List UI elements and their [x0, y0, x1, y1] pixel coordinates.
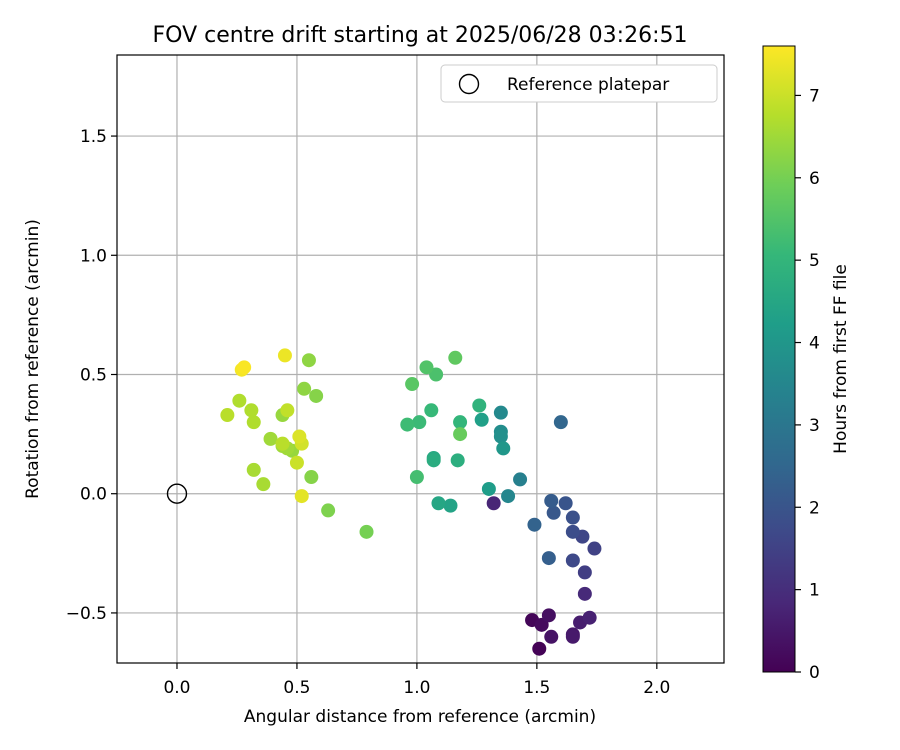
- data-point: [412, 415, 427, 430]
- data-point: [453, 427, 468, 442]
- x-tick-label: 1.5: [523, 678, 550, 698]
- data-point: [496, 441, 511, 456]
- data-point: [582, 610, 597, 625]
- data-point: [481, 481, 496, 496]
- data-point: [541, 608, 556, 623]
- colorbar-ticks: 0 1 2 3 4 5 6 7: [795, 86, 820, 683]
- colorbar-tick-label: 3: [809, 416, 820, 436]
- data-point: [400, 417, 415, 432]
- colorbar-tick-label: 2: [809, 498, 820, 518]
- data-point: [294, 489, 309, 504]
- y-axis-label: Rotation from reference (arcmin): [23, 219, 43, 499]
- data-point: [443, 498, 458, 513]
- data-point: [275, 436, 290, 451]
- data-point: [486, 496, 501, 511]
- y-tick-label: 0.0: [80, 485, 107, 505]
- legend-box: [440, 64, 718, 103]
- data-point: [220, 408, 235, 423]
- data-points: [220, 348, 602, 656]
- data-point: [280, 403, 295, 418]
- y-tick-label: −0.5: [66, 604, 107, 624]
- colorbar-tick-label: 0: [809, 663, 820, 683]
- data-point: [289, 455, 304, 470]
- data-point: [429, 367, 444, 382]
- data-point: [256, 477, 271, 492]
- x-tick-label: 1.0: [403, 678, 430, 698]
- reference-platepar-marker: [166, 483, 188, 504]
- data-point: [577, 586, 592, 601]
- colorbar-tick-label: 6: [809, 169, 820, 189]
- data-point: [474, 412, 489, 427]
- data-point: [565, 510, 580, 525]
- colorbar: [762, 45, 796, 673]
- colorbar-tick-label: 7: [809, 86, 820, 106]
- data-point: [513, 472, 528, 487]
- data-point: [565, 629, 580, 644]
- data-point: [277, 348, 292, 363]
- data-point: [565, 524, 580, 539]
- data-point: [472, 398, 487, 413]
- plot-frame: [116, 54, 725, 664]
- data-point: [292, 429, 307, 444]
- data-point: [565, 553, 580, 568]
- data-point: [587, 541, 602, 556]
- data-point: [431, 496, 446, 511]
- data-point: [450, 453, 465, 468]
- data-point: [321, 503, 336, 518]
- data-point: [577, 565, 592, 580]
- data-point: [493, 429, 508, 444]
- data-point: [237, 360, 252, 375]
- y-tick-label: 1.5: [80, 127, 107, 147]
- data-point: [232, 393, 247, 408]
- colorbar-tick-label: 4: [809, 334, 820, 354]
- data-point: [419, 360, 434, 375]
- chart-title: FOV centre drift starting at 2025/06/28 …: [153, 23, 688, 48]
- x-axis-ticks: 0.0 0.5 1.0 1.5 2.0: [163, 663, 670, 698]
- data-point: [453, 415, 468, 430]
- data-point: [553, 415, 568, 430]
- data-point: [297, 381, 312, 396]
- reference-marker-layer: [166, 483, 188, 504]
- data-point: [558, 496, 573, 511]
- legend-open-circle-icon: [458, 73, 480, 95]
- y-tick-label: 1.0: [80, 246, 107, 266]
- data-point: [544, 629, 559, 644]
- data-point: [532, 641, 547, 656]
- y-tick-label: 0.5: [80, 365, 107, 385]
- data-point: [309, 388, 324, 403]
- data-point: [246, 415, 261, 430]
- data-point: [534, 617, 549, 632]
- data-point: [244, 403, 259, 418]
- data-point: [493, 405, 508, 420]
- data-point: [304, 470, 319, 485]
- data-point: [424, 403, 439, 418]
- x-tick-label: 2.0: [643, 678, 670, 698]
- data-point: [246, 462, 261, 477]
- data-point: [448, 350, 463, 365]
- x-tick-label: 0.0: [163, 678, 190, 698]
- legend: Reference platepar: [440, 64, 718, 103]
- data-point: [541, 551, 556, 566]
- data-point: [546, 505, 561, 520]
- y-axis-ticks: −0.5 0.0 0.5 1.0 1.5: [66, 127, 117, 624]
- x-axis-label: Angular distance from reference (arcmin): [244, 707, 596, 727]
- data-point: [359, 524, 374, 539]
- data-point: [501, 489, 516, 504]
- data-point: [426, 453, 441, 468]
- data-point: [263, 431, 278, 446]
- data-point: [527, 517, 542, 532]
- legend-label: Reference platepar: [507, 75, 669, 95]
- data-point: [409, 470, 424, 485]
- grid-lines: [117, 55, 724, 663]
- colorbar-tick-label: 1: [809, 581, 820, 601]
- data-point: [301, 353, 316, 368]
- x-tick-label: 0.5: [283, 678, 310, 698]
- colorbar-label: Hours from first FF file: [831, 264, 851, 454]
- data-point: [405, 377, 420, 392]
- colorbar-tick-label: 5: [809, 251, 820, 271]
- data-point: [544, 493, 559, 508]
